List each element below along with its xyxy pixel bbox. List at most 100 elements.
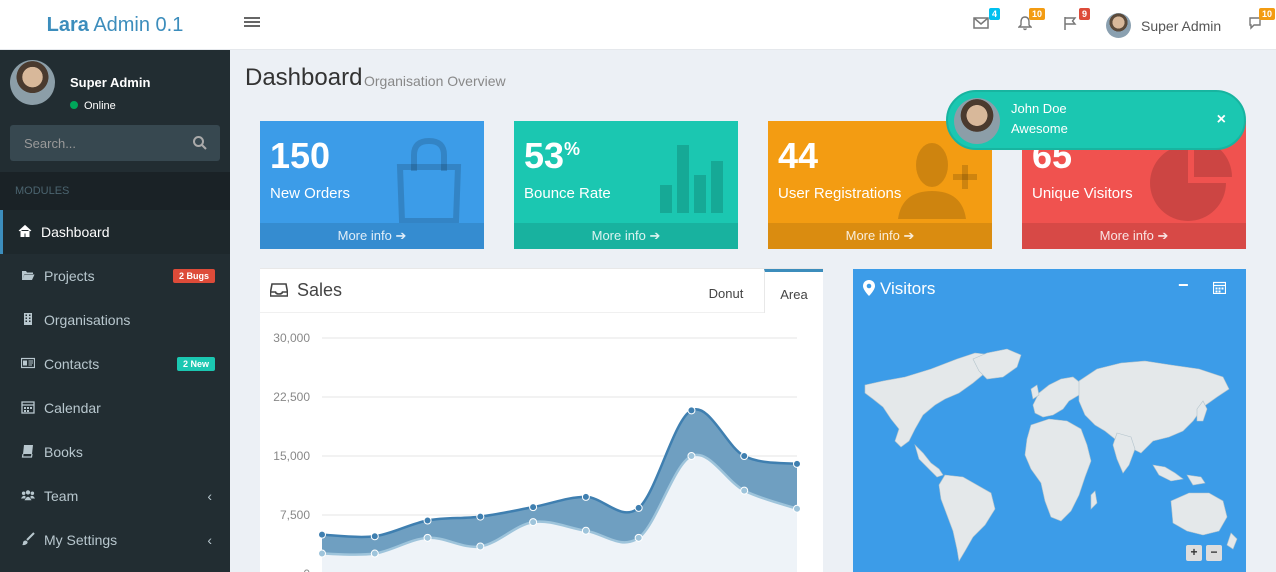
sidebar-item-label: Books [44,444,83,460]
data-point [318,549,326,558]
sidebar-item-projects[interactable]: Projects 2 Bugs [0,254,230,298]
sidebar-item-label: Team [44,488,79,504]
y-tick-label: 0 [303,567,310,572]
online-dot-icon [70,101,78,109]
map-zoom-in-button[interactable]: + [1186,545,1202,561]
menu-section-header: MODULES [0,172,230,210]
collapse-button[interactable]: − [1178,275,1189,295]
y-tick-label: 30,000 [273,331,310,345]
visitors-panel: Visitors − [853,269,1246,572]
more-info-label: More info [337,228,392,243]
sidebar-menu: Dashboard Projects 2 Bugs Organisations … [0,210,230,562]
data-point [370,549,379,558]
stat-value-suffix: % [564,139,581,159]
data-point [529,518,538,527]
notifications-count-badge: 10 [1028,8,1045,20]
map-zoom-out-button[interactable]: − [1206,545,1222,561]
stat-value: 150 [270,135,331,176]
users-icon [21,490,35,501]
tasks-count-badge: 9 [1078,8,1090,20]
inbox-icon [270,283,288,297]
arrow-circle-right-icon: ➔ [395,228,407,243]
envelope-icon [973,17,989,29]
stat-label: New Orders [270,185,351,202]
sidebar-item-contacts[interactable]: Contacts 2 New [0,342,230,386]
notifications-button[interactable]: 10 [1017,8,1045,34]
stat-box-new-orders: 150 New Orders More info ➔ [260,121,484,249]
app-logo[interactable]: Lara Admin 0.1 [0,0,230,50]
sidebar-item-team[interactable]: Team ‹ [0,474,230,518]
messages-count-badge: 4 [988,8,1000,20]
top-header: Lara Admin 0.1 4 10 9 Super Admin 10 [0,0,1276,50]
tab-area[interactable]: Area [764,269,823,313]
paint-brush-icon [22,532,35,546]
stat-value-number: 53 [524,135,565,176]
sidebar-item-organisations[interactable]: Organisations [0,298,230,342]
y-tick-label: 22,500 [273,390,310,404]
toast-notification: John Doe Awesome × [946,90,1246,150]
avatar [954,98,1000,144]
data-point [634,533,643,542]
data-point [793,459,801,468]
search-icon[interactable] [192,135,208,151]
data-point [634,503,643,512]
messages-button[interactable]: 4 [973,8,1000,34]
projects-badge: 2 Bugs [172,269,215,283]
series-line [321,408,798,539]
data-point [529,503,538,512]
series-line [321,453,798,556]
world-map[interactable] [853,269,1246,572]
sidebar-item-calendar[interactable]: Calendar [0,386,230,430]
sales-area-chart: 30,000 22,500 15,000 7,500 0 [273,331,801,572]
user-panel-name: Super Admin [70,75,151,90]
user-status-label: Online [84,100,116,112]
bell-icon [1017,16,1033,31]
avatar [1106,13,1131,38]
toast-name: John Doe [1011,101,1067,116]
book-icon [21,445,33,458]
more-info-link[interactable]: More info ➔ [768,223,992,249]
stat-value: 53% [524,135,580,177]
close-icon[interactable]: × [1216,111,1226,128]
sidebar-item-dashboard[interactable]: Dashboard [0,210,230,254]
sidebar-toggle-button[interactable] [244,17,260,31]
building-icon [24,313,32,326]
tasks-button[interactable]: 9 [1063,8,1090,34]
user-menu[interactable]: Super Admin [1106,13,1221,38]
page-title: Dashboard [245,64,363,91]
logo-bold: Lara [46,14,89,36]
data-point [687,452,696,460]
address-card-icon [21,358,35,369]
chevron-left-icon: ‹ [207,488,212,504]
y-tick-label: 7,500 [280,508,310,522]
stat-value: 44 [778,135,819,176]
more-info-link[interactable]: More info ➔ [260,223,484,249]
flag-icon [1064,17,1077,30]
more-info-label: More info [845,228,900,243]
visitors-title: Visitors [880,279,936,298]
logo-rest: Admin 0.1 [88,14,184,36]
sidebar-item-my-settings[interactable]: My Settings ‹ [0,518,230,562]
stat-label: User Registrations [778,185,902,202]
contacts-badge: 2 New [176,357,215,371]
arrow-circle-right-icon: ➔ [1157,228,1169,243]
chat-button[interactable]: 10 [1248,8,1275,34]
more-info-label: More info [1099,228,1154,243]
data-point [423,533,432,542]
chevron-left-icon: ‹ [207,532,212,548]
data-point [793,504,801,513]
y-tick-label: 15,000 [273,449,310,463]
more-info-link[interactable]: More info ➔ [514,223,738,249]
folder-open-icon [22,271,35,281]
user-status: Online [70,100,116,112]
data-point [370,532,379,541]
user-name: Super Admin [1141,17,1222,34]
search-input[interactable] [10,125,180,161]
more-info-link[interactable]: More info ➔ [1022,223,1246,249]
sidebar-item-books[interactable]: Books [0,430,230,474]
sidebar-item-label: Contacts [44,356,100,372]
tab-donut[interactable]: Donut [708,286,744,301]
sidebar-item-label: My Settings [44,532,118,548]
user-plus-icon [898,143,977,219]
calendar-icon[interactable] [1213,281,1226,294]
